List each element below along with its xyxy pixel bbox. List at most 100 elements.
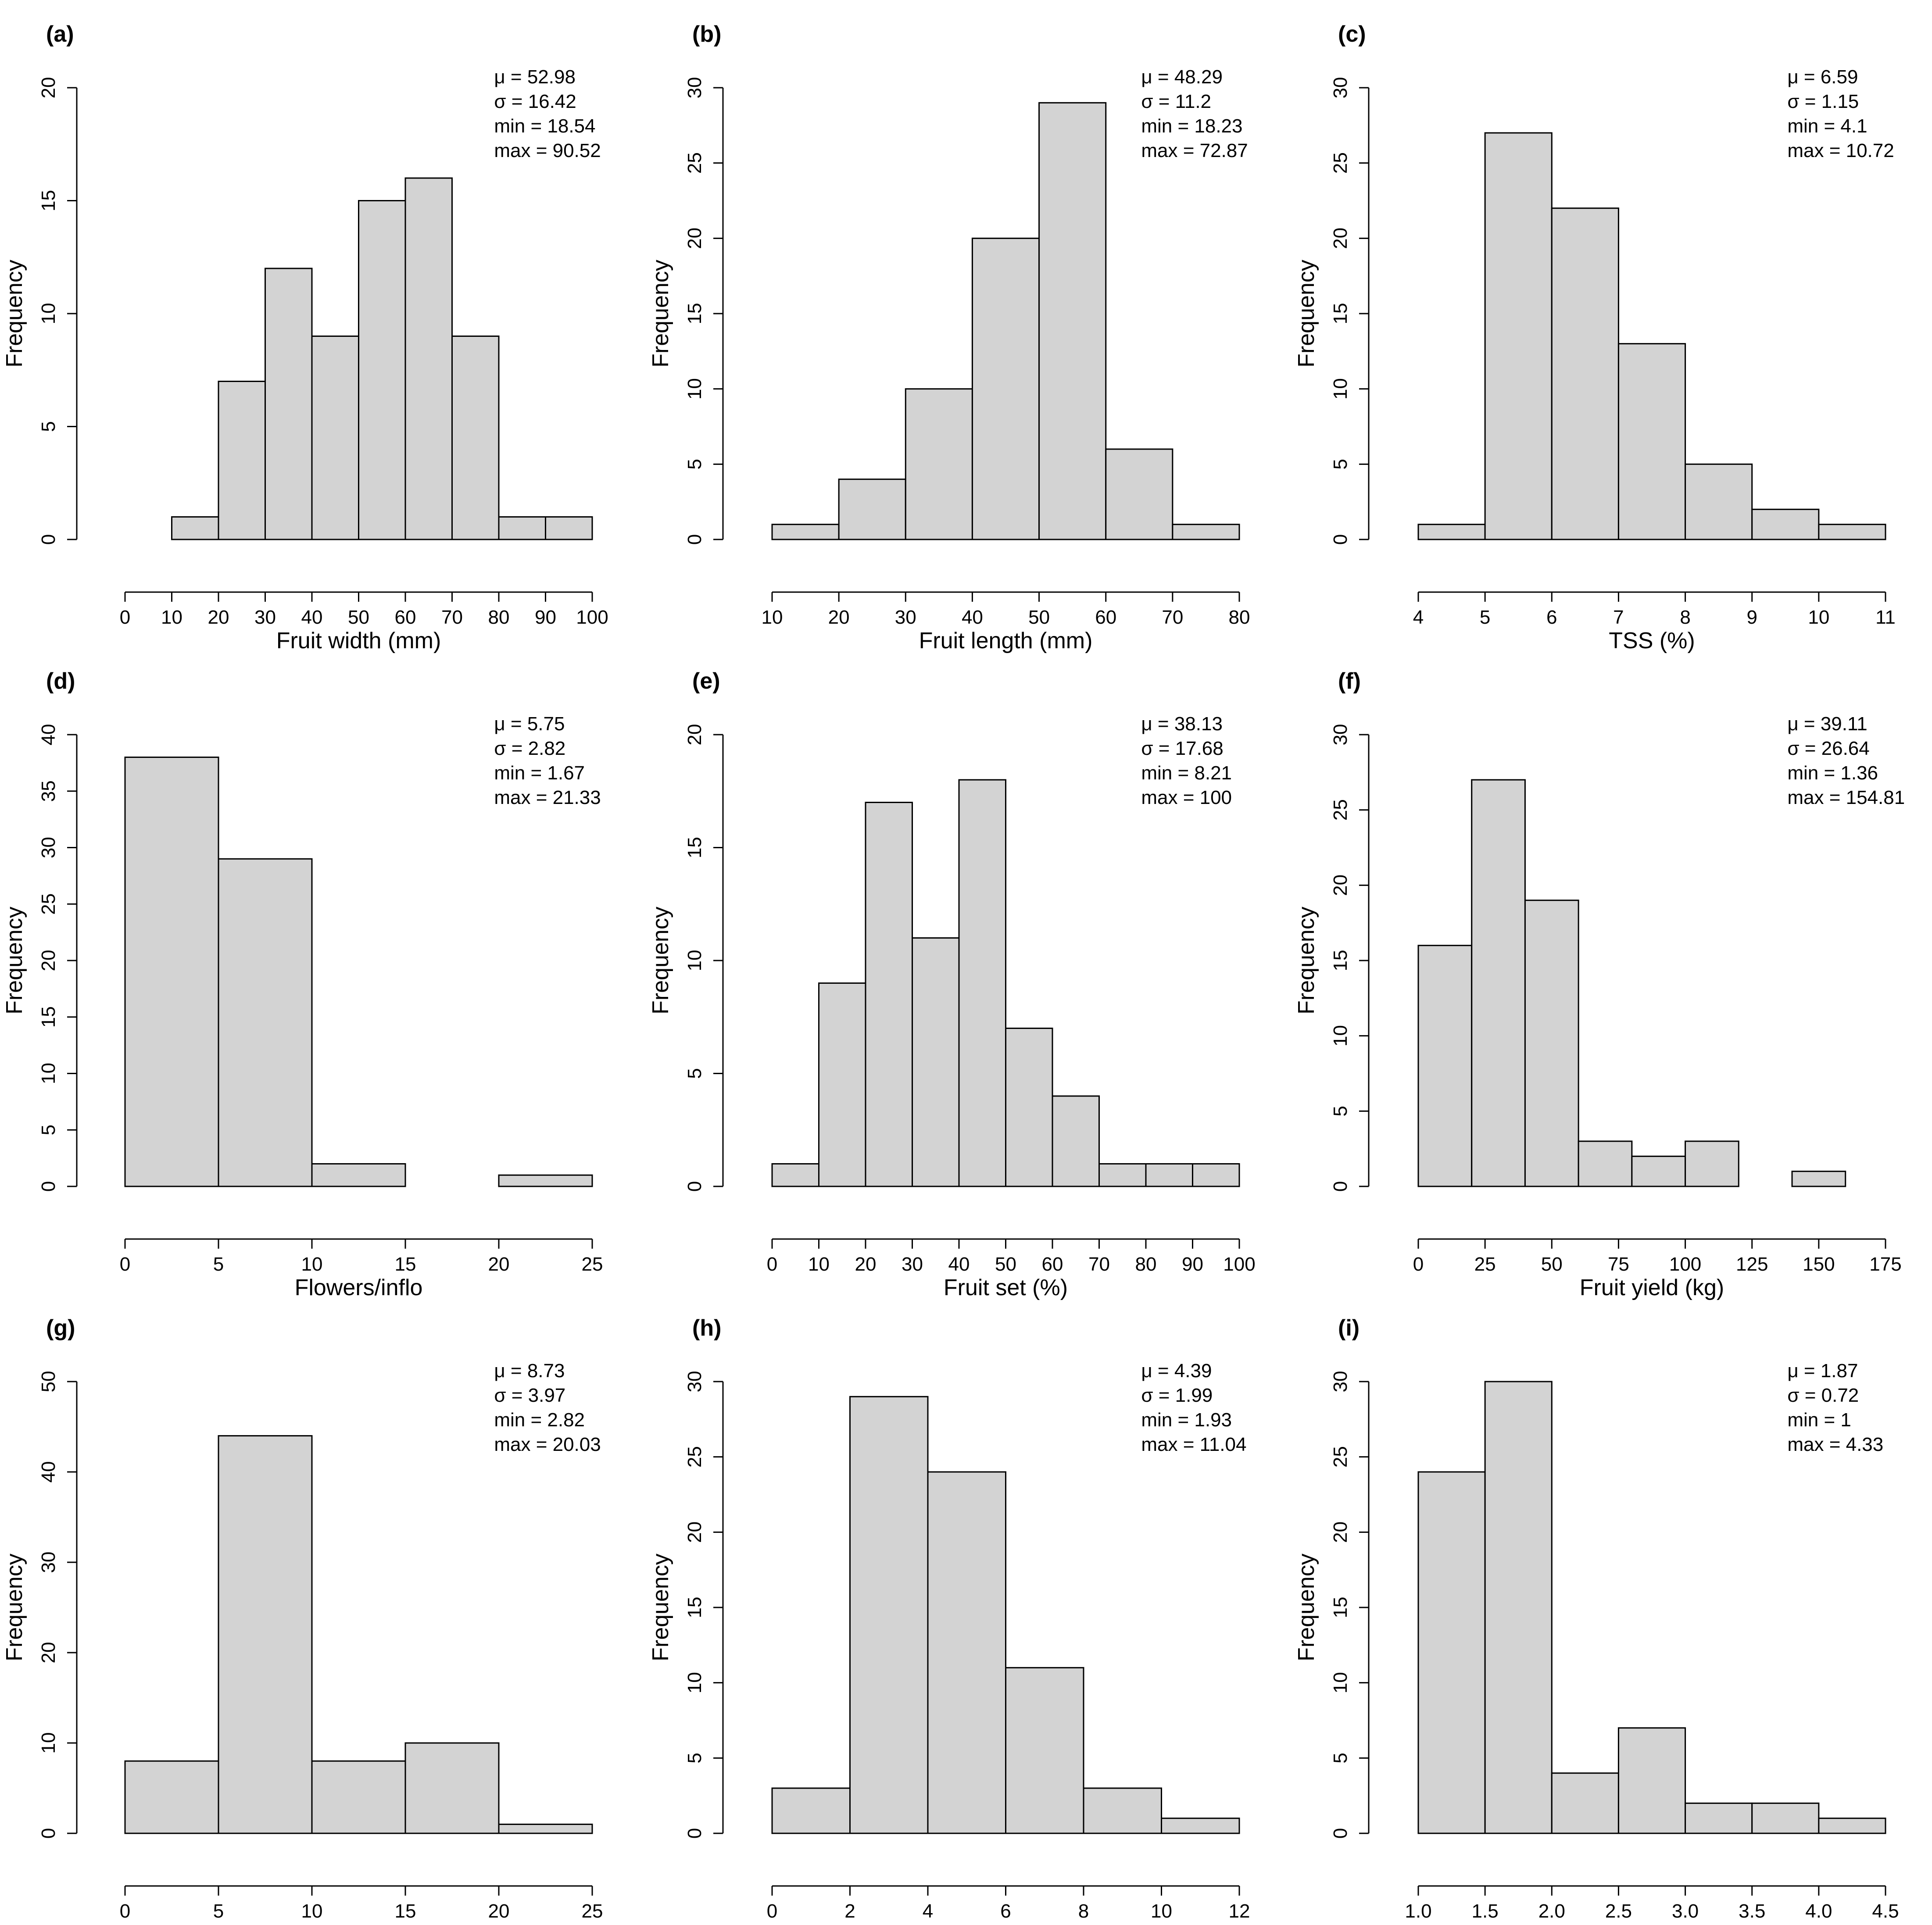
stat-annotation: max = 10.72 — [1787, 140, 1894, 161]
x-tick-label: 50 — [995, 1254, 1016, 1275]
x-tick-label: 20 — [828, 607, 850, 628]
x-tick-label: 0 — [1413, 1254, 1424, 1275]
y-tick-label: 40 — [38, 1461, 59, 1483]
stat-annotation: max = 21.33 — [494, 787, 601, 808]
histogram-bar — [218, 1435, 313, 1834]
histogram-bar — [1685, 1802, 1753, 1834]
y-tick-label: 15 — [38, 190, 59, 211]
y-tick-label: 10 — [38, 1732, 59, 1754]
x-tick-label: 90 — [535, 607, 556, 628]
x-axis-title: Hardness (lb/cm2) — [265, 1922, 452, 1925]
stat-annotation: min = 18.23 — [1141, 115, 1242, 137]
x-axis-title: Fruit length (mm) — [919, 628, 1093, 654]
histogram-bar — [1161, 1818, 1240, 1834]
histogram-bar — [1617, 1727, 1686, 1834]
x-tick-label: 0 — [120, 1900, 130, 1922]
y-axis-title: Frequency — [2, 907, 27, 1014]
y-tick-label: 25 — [1330, 1446, 1351, 1468]
histogram-bar — [1145, 1163, 1193, 1187]
x-tick-label: 6 — [1000, 1900, 1011, 1922]
stat-annotation: μ = 6.59 — [1787, 66, 1858, 88]
histogram-panel-a: (a) 0 5 10 15 20 Frequency 0 10 20 30 40 50 60 70 80 90 1… — [2, 21, 608, 654]
x-tick-label: 7 — [1613, 607, 1624, 628]
x-tick-label: 60 — [1095, 607, 1116, 628]
x-axis-title: Locule number — [930, 1922, 1081, 1925]
x-tick-label: 1.0 — [1405, 1900, 1431, 1922]
stat-annotation: σ = 11.2 — [1141, 91, 1211, 112]
stat-annotation: max = 11.04 — [1141, 1434, 1246, 1455]
y-tick-label: 20 — [1330, 1521, 1351, 1543]
histogram-bar — [1484, 132, 1553, 540]
histogram-panel-g: (g) 0 10 20 30 40 50 Frequency 0 5 10 15 20 25 Hardnes… — [2, 1315, 603, 1925]
histogram-bar — [1484, 1381, 1553, 1834]
stat-annotation: μ = 5.75 — [494, 713, 565, 735]
x-axis-title: Flowers/inflo — [295, 1275, 423, 1300]
histogram-bar — [1818, 524, 1886, 540]
y-tick-label: 25 — [1330, 799, 1351, 821]
y-tick-label: 20 — [684, 1521, 705, 1543]
y-tick-label: 30 — [38, 837, 59, 858]
histogram-bar — [1524, 900, 1579, 1187]
x-axis-title: TSS (%) — [1609, 628, 1695, 654]
y-tick-label: 0 — [1330, 534, 1351, 545]
y-tick-label: 10 — [684, 1672, 705, 1693]
histogram-bar — [849, 1396, 929, 1834]
y-tick-label: 0 — [684, 534, 705, 545]
x-tick-label: 30 — [895, 607, 916, 628]
y-tick-label: 20 — [38, 77, 59, 99]
histogram-bar — [265, 268, 313, 540]
histogram-bar — [1005, 1028, 1053, 1187]
x-tick-label: 4 — [923, 1900, 933, 1922]
x-tick-label: 10 — [301, 1900, 323, 1922]
y-tick-label: 10 — [1330, 1025, 1351, 1046]
histogram-bar — [1417, 524, 1486, 540]
histogram-bar — [927, 1471, 1006, 1834]
stat-annotation: σ = 3.97 — [494, 1385, 565, 1406]
stat-annotation: min = 1.67 — [494, 762, 585, 784]
stat-annotation: max = 100 — [1141, 787, 1232, 808]
x-tick-label: 100 — [576, 607, 608, 628]
histogram-bar — [1685, 463, 1753, 540]
y-axis-title: Frequency — [2, 1554, 27, 1661]
histogram-bar — [771, 1163, 819, 1187]
y-tick-label: 20 — [684, 724, 705, 746]
x-tick-label: 12 — [1229, 1900, 1250, 1922]
x-tick-label: 20 — [488, 1900, 510, 1922]
x-tick-label: 8 — [1680, 607, 1690, 628]
x-tick-label: 50 — [1541, 1254, 1563, 1275]
stat-annotation: min = 1.36 — [1787, 762, 1878, 784]
x-tick-label: 10 — [1808, 607, 1829, 628]
x-tick-label: 9 — [1746, 607, 1757, 628]
stat-annotation: μ = 52.98 — [494, 66, 576, 88]
y-tick-label: 15 — [684, 303, 705, 325]
y-tick-label: 50 — [38, 1371, 59, 1393]
stat-annotation: σ = 1.99 — [1141, 1385, 1213, 1406]
y-tick-label: 10 — [1330, 1672, 1351, 1693]
x-tick-label: 50 — [348, 607, 369, 628]
y-tick-label: 30 — [684, 1371, 705, 1393]
x-tick-label: 25 — [582, 1254, 603, 1275]
x-axis-title: Fruit width (mm) — [276, 628, 441, 654]
histogram-bar — [958, 779, 1006, 1187]
histogram-bar — [1192, 1163, 1240, 1187]
x-tick-label: 10 — [301, 1254, 323, 1275]
panel-label: (i) — [1338, 1315, 1360, 1341]
y-tick-label: 30 — [1330, 1371, 1351, 1393]
histogram-bar — [1083, 1787, 1162, 1834]
stat-annotation: σ = 26.64 — [1787, 738, 1869, 759]
stat-annotation: min = 8.21 — [1141, 762, 1232, 784]
y-tick-label: 5 — [1330, 1106, 1351, 1116]
histogram-panel-b: (b) 0 5 10 15 20 25 30 Frequency 10 20 30 40 50 60 70 80… — [648, 21, 1250, 654]
histogram-panel-f: (f) 0 5 10 15 20 25 30 Frequency 0 25 50 75 100 125 150… — [1294, 668, 1905, 1300]
y-tick-label: 5 — [684, 1753, 705, 1763]
x-tick-label: 20 — [488, 1254, 510, 1275]
y-tick-label: 10 — [684, 950, 705, 971]
x-tick-label: 4.5 — [1872, 1900, 1899, 1922]
x-tick-label: 40 — [962, 607, 983, 628]
panel-label: (c) — [1338, 21, 1366, 47]
stat-annotation: min = 18.54 — [494, 115, 595, 137]
histogram-bar — [865, 802, 913, 1187]
y-tick-label: 5 — [38, 1125, 59, 1135]
